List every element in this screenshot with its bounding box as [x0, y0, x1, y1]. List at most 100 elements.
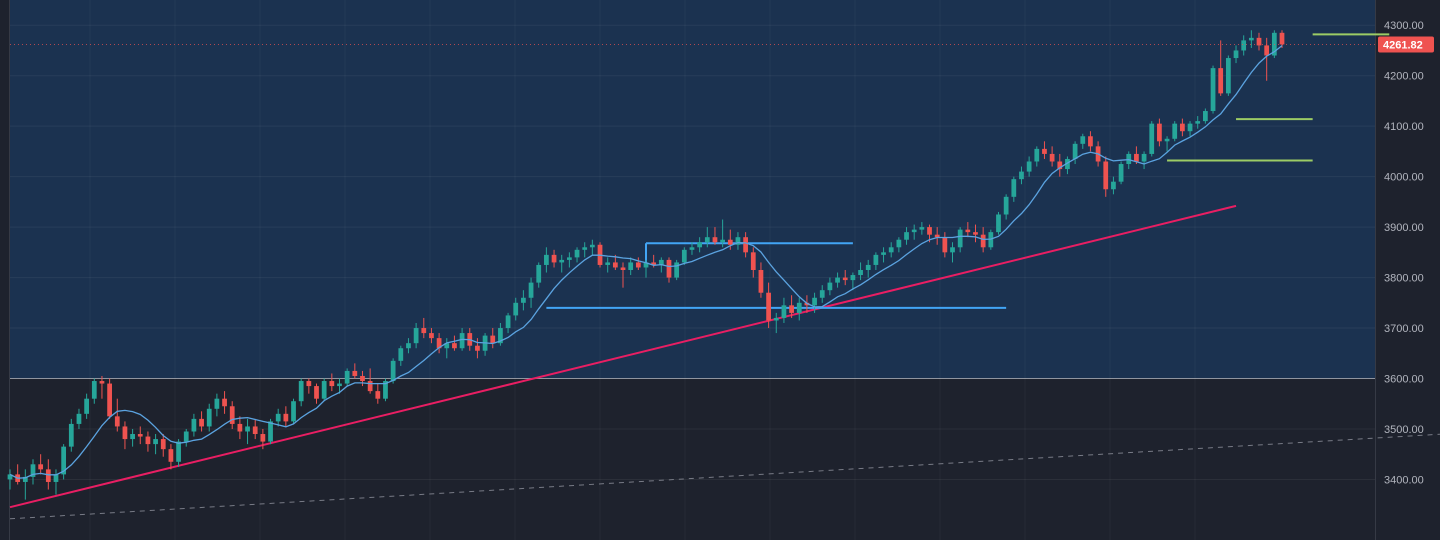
candle-body [30, 464, 36, 477]
candle [360, 370, 365, 387]
candle-body [888, 247, 894, 253]
candle-body [444, 343, 450, 349]
candle-body [145, 436, 151, 445]
candle-body [1248, 37, 1254, 41]
candle-body [1195, 121, 1201, 124]
candle [873, 252, 879, 270]
candle-body [689, 247, 695, 250]
candle-body [436, 338, 442, 349]
candle [942, 232, 948, 258]
candle [429, 328, 434, 344]
candle-body [337, 383, 342, 387]
candle [76, 408, 82, 429]
candle-body [1279, 32, 1285, 45]
candle [911, 224, 917, 240]
main-trendline [9, 204, 1237, 509]
candle [107, 378, 112, 419]
candle-body [421, 328, 427, 334]
candle [1180, 118, 1185, 137]
candle-body [413, 328, 419, 344]
candle [352, 363, 358, 379]
candle-body [658, 259, 664, 265]
candle-body [980, 234, 986, 248]
candle-body [1111, 181, 1116, 190]
candle-body [628, 262, 634, 270]
candle [835, 272, 840, 288]
candle-body [291, 401, 296, 422]
candle-body [612, 262, 618, 268]
candle-body [858, 270, 863, 276]
candle-body [1019, 171, 1024, 180]
candle-body [329, 381, 335, 387]
candle [452, 335, 457, 351]
candle [973, 224, 978, 243]
candle-body [237, 423, 243, 432]
candle [191, 413, 197, 437]
candle-body [206, 408, 212, 427]
candle-body [222, 398, 227, 407]
candle-body [781, 305, 787, 318]
candle-body [1233, 50, 1239, 59]
candle-body [1218, 68, 1224, 94]
candle [168, 444, 174, 470]
candle-body [873, 254, 879, 265]
last-price-label: 4261.82 [1383, 40, 1423, 52]
candle-body [635, 262, 641, 268]
candle-body [666, 259, 672, 278]
candle [1225, 55, 1231, 96]
candle [566, 252, 572, 268]
candle-body [360, 375, 365, 382]
candle [1195, 116, 1201, 129]
candle-body [1065, 158, 1070, 170]
candle-body [643, 262, 649, 268]
candle-body [942, 237, 948, 253]
candle [1111, 176, 1116, 195]
y-tick-label: 3400.00 [1384, 474, 1424, 486]
candle [850, 272, 856, 291]
candle [919, 222, 925, 235]
candle-body [1088, 136, 1093, 147]
candle [589, 239, 595, 255]
candle [582, 242, 588, 258]
candle-body [498, 328, 503, 344]
candle [1187, 121, 1193, 137]
candle-body [559, 259, 565, 263]
candle-body [283, 413, 289, 422]
candle [1157, 118, 1162, 147]
candle [38, 454, 44, 475]
candle [934, 227, 940, 245]
candle-body [865, 264, 871, 270]
candle [153, 434, 158, 455]
candle [1103, 156, 1109, 197]
candle [727, 229, 733, 250]
candle-body [490, 335, 496, 344]
candle-body [275, 413, 281, 422]
candle [30, 459, 36, 485]
candle [1149, 121, 1155, 157]
candle [183, 428, 189, 447]
candle-body [1210, 68, 1216, 112]
candle-body [1042, 148, 1047, 154]
y-tick-label: 3500.00 [1384, 424, 1424, 436]
candle [605, 257, 611, 273]
candle [245, 418, 250, 445]
candle [758, 262, 764, 298]
candle [214, 393, 220, 417]
y-tick-label: 3800.00 [1384, 273, 1424, 285]
candle [475, 338, 480, 359]
candle [390, 358, 396, 384]
candle [720, 219, 726, 248]
candle-body [521, 297, 526, 303]
candle-body [260, 434, 266, 442]
candle-body [153, 439, 158, 445]
candle [881, 247, 886, 263]
candle-body [367, 381, 373, 392]
candle [68, 418, 74, 452]
candle [1049, 146, 1055, 167]
candle-body [1034, 148, 1040, 162]
candle-body [1149, 123, 1155, 154]
candle [1003, 194, 1009, 220]
candle [413, 322, 419, 349]
candle-body [835, 277, 840, 283]
